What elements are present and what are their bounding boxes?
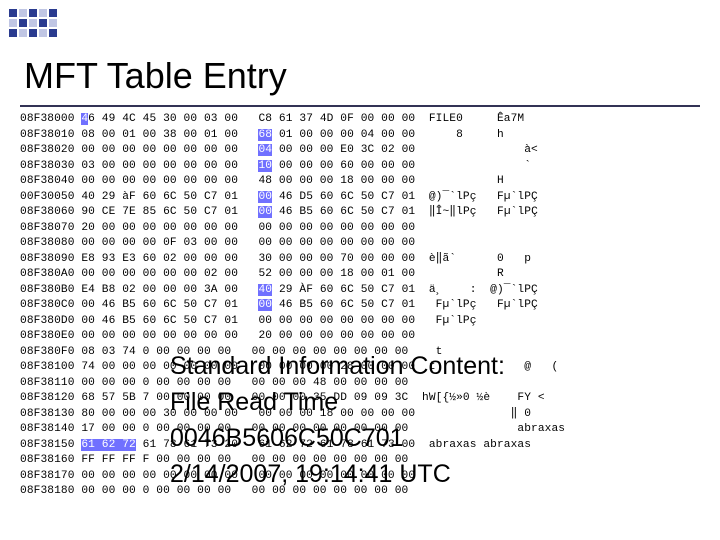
title-rule [20, 105, 700, 107]
overlay-line1: Standard Information Content: [170, 348, 505, 384]
corner-decoration [8, 8, 62, 38]
page-title: MFT Table Entry [24, 55, 287, 97]
overlay-line3: 0046B5606C50C701 [170, 420, 505, 456]
overlay-line2: File Read Time [170, 384, 505, 420]
overlay-line4: 2/14/2007, 19:14:41 UTC [170, 456, 505, 492]
info-overlay: Standard Information Content: File Read … [170, 348, 505, 492]
